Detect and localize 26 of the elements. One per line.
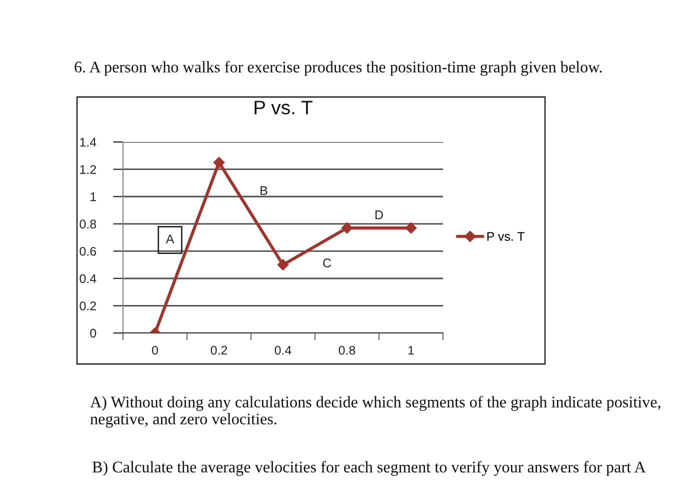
x-tick-label: 0.4: [274, 346, 292, 355]
y-tick-label: 1: [90, 192, 96, 202]
point: [277, 259, 289, 270]
annotation: C: [323, 258, 332, 268]
point: [213, 156, 225, 168]
legend-label: P vs. T: [487, 232, 525, 241]
y-tick-label: 0.2: [80, 302, 96, 310]
y-tick-label: 1.2: [80, 165, 96, 174]
y-tick-label: 1.4: [80, 138, 96, 147]
x-tick-label: 0.8: [338, 346, 356, 355]
text: 6. A person who walks for exercise produces the position-time graph given below.: [74, 61, 602, 76]
y-tick-label: 0.6: [80, 246, 96, 256]
y-tick-label: 0.8: [80, 220, 96, 229]
x-tick-label: 0.2: [210, 346, 228, 355]
point: [405, 222, 417, 234]
x-tick-label: 0: [152, 346, 158, 355]
annotation: D: [376, 210, 383, 220]
y-tick-label: 0.4: [80, 274, 96, 284]
chart-title: P vs. T: [254, 100, 312, 114]
text: A) Without doing any calculations decide which segments of the graph indicate positive, negative, and zero velocities.: [90, 396, 660, 428]
x-tick-label: 1: [408, 346, 414, 355]
point: [341, 222, 353, 234]
y-tick-label: 0: [90, 328, 96, 338]
text: B) Calculate the average velocities for each segment to verify your answers for part A: [92, 461, 646, 476]
annotation: A: [166, 234, 174, 244]
annotation: B: [260, 186, 268, 195]
